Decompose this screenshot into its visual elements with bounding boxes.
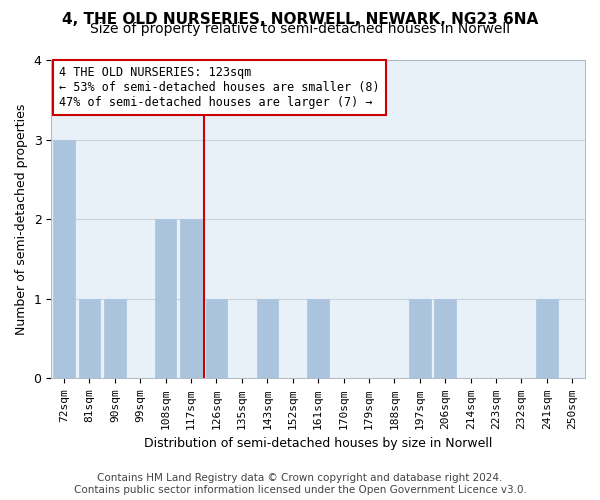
- Text: 4, THE OLD NURSERIES, NORWELL, NEWARK, NG23 6NA: 4, THE OLD NURSERIES, NORWELL, NEWARK, N…: [62, 12, 538, 28]
- Bar: [434, 299, 456, 378]
- Bar: [257, 299, 278, 378]
- X-axis label: Distribution of semi-detached houses by size in Norwell: Distribution of semi-detached houses by …: [144, 437, 493, 450]
- Bar: [206, 299, 227, 378]
- Text: Contains HM Land Registry data © Crown copyright and database right 2024.
Contai: Contains HM Land Registry data © Crown c…: [74, 474, 526, 495]
- Bar: [79, 299, 100, 378]
- Text: Size of property relative to semi-detached houses in Norwell: Size of property relative to semi-detach…: [90, 22, 510, 36]
- Bar: [409, 299, 431, 378]
- Bar: [155, 219, 176, 378]
- Bar: [307, 299, 329, 378]
- Text: 4 THE OLD NURSERIES: 123sqm
← 53% of semi-detached houses are smaller (8)
47% of: 4 THE OLD NURSERIES: 123sqm ← 53% of sem…: [59, 66, 380, 110]
- Bar: [180, 219, 202, 378]
- Y-axis label: Number of semi-detached properties: Number of semi-detached properties: [15, 104, 28, 335]
- Bar: [104, 299, 125, 378]
- Bar: [536, 299, 557, 378]
- Bar: [53, 140, 75, 378]
